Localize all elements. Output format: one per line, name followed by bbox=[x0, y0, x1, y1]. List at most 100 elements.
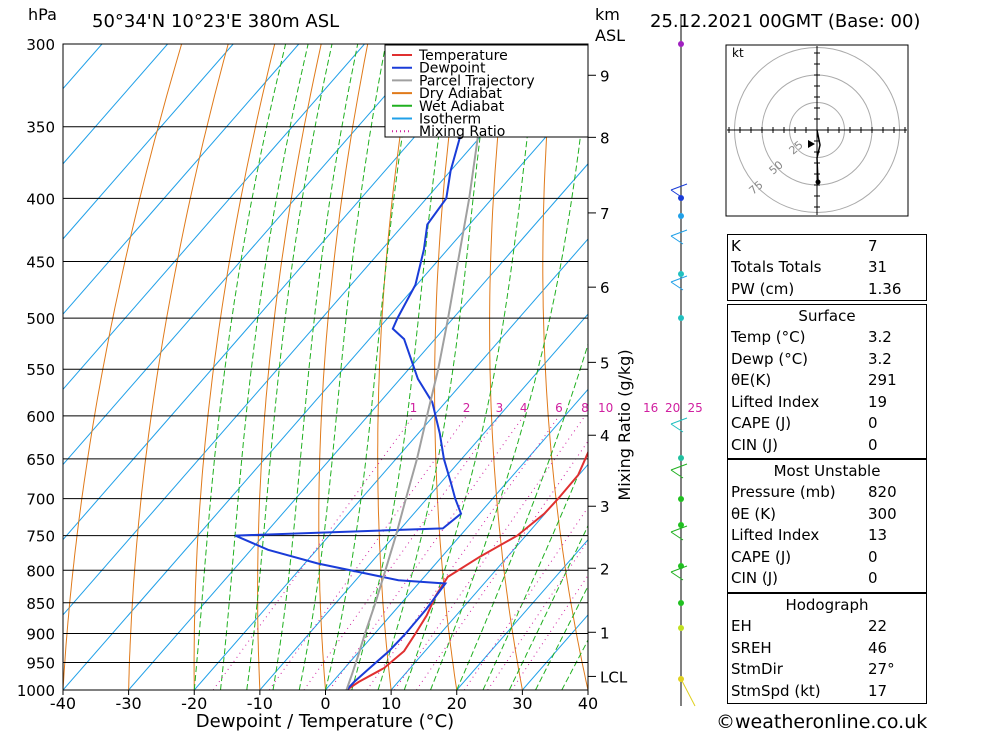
wind-barb-flag bbox=[670, 275, 688, 283]
isotherm-line bbox=[259, 313, 588, 690]
hodograph-point bbox=[815, 179, 821, 185]
wind-level-dot bbox=[678, 496, 684, 502]
isotherm-line bbox=[63, 44, 365, 391]
dry-adiabat-line bbox=[489, 44, 523, 690]
legend-label: Mixing Ratio bbox=[419, 124, 505, 140]
index-label: PW (cm) bbox=[731, 279, 795, 298]
dry-adiabat-line bbox=[257, 44, 322, 690]
wet-adiabat-line bbox=[193, 44, 287, 690]
wind-level-dot bbox=[678, 41, 684, 47]
km-label: km bbox=[595, 5, 620, 24]
wind-level-dot bbox=[678, 600, 684, 606]
surface-box bbox=[727, 304, 927, 459]
pressure-tick-label: 800 bbox=[26, 562, 55, 580]
mu-label: θE (K) bbox=[731, 504, 776, 523]
mixing-ratio-label: 10 bbox=[598, 401, 613, 415]
pressure-tick-label: 600 bbox=[26, 408, 55, 426]
x-tick-label: -20 bbox=[181, 694, 207, 713]
hodo-label: EH bbox=[731, 617, 752, 636]
pressure-tick-label: 650 bbox=[26, 451, 55, 469]
surface-label: θE(K) bbox=[731, 371, 772, 390]
x-tick-label: 40 bbox=[578, 694, 598, 713]
wet-adiabat-line bbox=[220, 44, 309, 690]
pressure-tick-label: 850 bbox=[26, 595, 55, 613]
mixing-ratio-axis-title: Mixing Ratio (g/kg) bbox=[615, 349, 634, 500]
wet-adiabat-line bbox=[456, 342, 588, 690]
pressure-tick-label: 900 bbox=[26, 625, 55, 643]
mu-label: CIN (J) bbox=[731, 569, 779, 588]
hodograph-table: Hodograph EH 22 SREH 46 StmDir 27° StmSpd (… bbox=[727, 594, 927, 702]
pressure-tick-label: 1000 bbox=[17, 682, 55, 700]
x-axis-title: Dewpoint / Temperature (°C) bbox=[196, 711, 454, 732]
hodograph-kt-label: kt bbox=[732, 46, 744, 60]
surface-value: 0 bbox=[868, 414, 878, 433]
surface-label: Temp (°C) bbox=[731, 328, 806, 347]
mixing-ratio-label: 8 bbox=[581, 401, 589, 415]
x-tick-label: 0 bbox=[320, 694, 330, 713]
hodo-label: SREH bbox=[731, 638, 772, 657]
wind-barb bbox=[670, 281, 684, 291]
dry-adiabat-line bbox=[973, 44, 1000, 690]
km-tick-label: 9 bbox=[600, 67, 610, 85]
km-tick-label: 4 bbox=[600, 427, 610, 445]
isotherm-line bbox=[63, 44, 431, 466]
surface-value: 291 bbox=[868, 371, 897, 390]
surface-label: Lifted Index bbox=[731, 392, 820, 411]
km-tick-label: 6 bbox=[600, 279, 610, 297]
series-dewpoint bbox=[234, 44, 491, 690]
most-unstable-title: Most Unstable bbox=[773, 461, 881, 480]
index-label: K bbox=[731, 236, 741, 255]
wind-level-dot bbox=[678, 315, 684, 321]
mixing-ratio-label: 2 bbox=[463, 401, 471, 415]
isotherm-line bbox=[390, 463, 588, 690]
isotherm-line bbox=[63, 44, 234, 240]
wind-level-dot bbox=[678, 195, 684, 201]
mixing-ratio-line bbox=[511, 574, 588, 690]
series-temperature bbox=[345, 450, 588, 690]
surface-value: 3.2 bbox=[868, 349, 892, 368]
isotherm-line bbox=[456, 538, 588, 690]
mu-value: 300 bbox=[868, 504, 897, 523]
legend-label: Dewpoint bbox=[419, 61, 486, 77]
km-tick-label: 7 bbox=[600, 205, 610, 223]
profile-series bbox=[234, 44, 588, 690]
mixing-ratio-line bbox=[212, 415, 414, 690]
mu-value: 13 bbox=[868, 526, 888, 545]
pressure-tick-label: 300 bbox=[26, 36, 55, 54]
wind-level-dot bbox=[678, 213, 684, 219]
wet-adiabat-line bbox=[430, 71, 588, 690]
copyright-footer[interactable]: ©weatheronline.co.uk bbox=[716, 711, 928, 733]
mixing-ratio-label: 20 bbox=[665, 401, 680, 415]
wind-level-dot bbox=[678, 455, 684, 461]
legend-label: Temperature bbox=[418, 48, 508, 64]
wind-barb bbox=[670, 531, 684, 541]
hodograph-table-title: Hodograph bbox=[785, 595, 869, 614]
mixing-ratio-label: 6 bbox=[555, 401, 563, 415]
surface-value: 0 bbox=[868, 435, 878, 454]
wind-barb bbox=[670, 235, 684, 245]
most-unstable-box bbox=[727, 459, 927, 593]
index-value: 1.36 bbox=[868, 279, 902, 298]
wind-level-dot bbox=[678, 271, 684, 277]
km-tick-label: 5 bbox=[600, 354, 610, 372]
pressure-tick-label: 750 bbox=[26, 528, 55, 546]
mixing-ratio-line bbox=[303, 415, 500, 690]
dry-adiabat-line bbox=[926, 44, 1000, 690]
dry-adiabat-line bbox=[377, 44, 415, 690]
x-tick-label: 20 bbox=[447, 694, 467, 713]
index-row: Totals Totals 31 bbox=[727, 257, 927, 279]
index-label: Totals Totals bbox=[731, 258, 822, 277]
index-value: 31 bbox=[868, 258, 888, 277]
pressure-unit-label: hPa bbox=[28, 5, 57, 24]
km-tick-label: 8 bbox=[600, 129, 610, 147]
x-tick-label: 30 bbox=[512, 694, 532, 713]
wind-barb bbox=[670, 423, 684, 433]
asl-label: ASL bbox=[595, 26, 625, 45]
surface-title: Surface bbox=[798, 306, 856, 325]
wind-barb-flag bbox=[670, 565, 688, 573]
isotherm-line bbox=[63, 44, 168, 165]
wet-adiabat-line bbox=[508, 524, 588, 690]
wind-barb-flag bbox=[670, 183, 688, 191]
